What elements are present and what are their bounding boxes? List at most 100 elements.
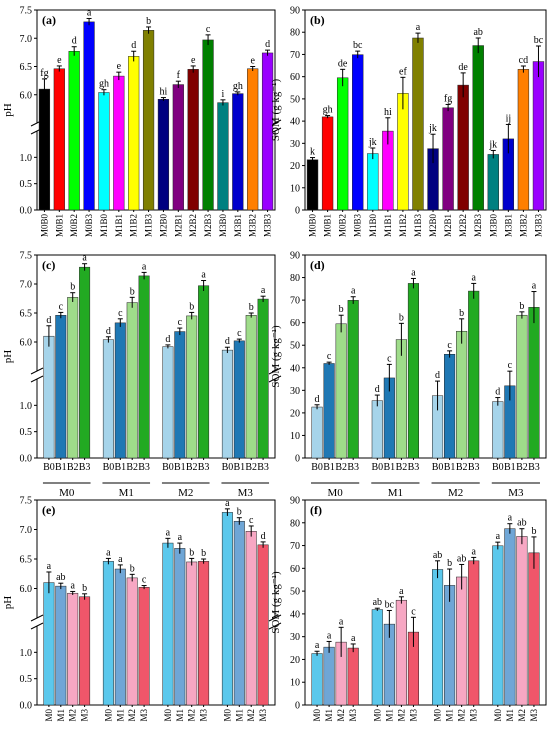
- y-axis-label: SOM (g kg⁻¹): [270, 571, 282, 634]
- significance-letter: a: [261, 285, 266, 296]
- bar: [532, 61, 545, 211]
- y-tick-label: 0.0: [20, 206, 33, 217]
- bar: [114, 568, 126, 706]
- x-tick-label: B2: [67, 462, 79, 473]
- plot-frame: [304, 9, 547, 211]
- x-tick-label: M3: [139, 709, 149, 722]
- y-tick-label: 60: [290, 72, 300, 83]
- x-tick-label: B1: [384, 462, 396, 473]
- significance-letter: a: [82, 253, 87, 264]
- group-label: M1: [119, 487, 134, 499]
- significance-letter: a: [411, 267, 416, 278]
- x-tick-label: B3: [468, 462, 480, 473]
- bar: [492, 401, 504, 459]
- x-tick-label: B1: [174, 462, 186, 473]
- y-tick-label: 50: [290, 94, 300, 105]
- significance-letter: b: [339, 304, 344, 315]
- bar: [126, 302, 138, 459]
- bar: [311, 653, 323, 706]
- x-tick-label: M1: [234, 709, 244, 722]
- x-tick-label: M0B1: [54, 214, 64, 237]
- x-tick-label: M1B2: [398, 214, 408, 237]
- x-tick-label: M1B0: [368, 214, 378, 238]
- panel-label: (f): [310, 503, 322, 517]
- significance-letter: d: [495, 387, 500, 398]
- significance-letter: ab: [373, 597, 382, 608]
- y-tick-label: 0.5: [20, 179, 33, 190]
- y-tick-label: 0.5: [20, 674, 33, 685]
- x-tick-label: M2B3: [473, 214, 483, 238]
- y-tick-label: 10: [290, 183, 300, 194]
- y-tick-label: 0.5: [20, 427, 33, 438]
- bar: [113, 75, 125, 211]
- y-tick-label: 10: [290, 431, 300, 442]
- significance-letter: c: [118, 308, 123, 319]
- significance-letter: gh: [323, 105, 333, 116]
- bar: [352, 54, 364, 211]
- bar: [456, 330, 468, 459]
- x-tick-label: M2B1: [443, 214, 453, 237]
- significance-letter: e: [57, 55, 62, 66]
- significance-letter: b: [70, 282, 75, 293]
- bar: [174, 331, 186, 459]
- y-tick-label: 6.5: [20, 62, 33, 73]
- y-tick-label: 20: [290, 655, 300, 666]
- bar: [516, 314, 528, 459]
- significance-letter: a: [351, 633, 356, 644]
- significance-letter: b: [146, 16, 151, 27]
- bar: [457, 84, 469, 211]
- x-tick-label: M2: [457, 709, 467, 722]
- x-tick-label: M1B2: [129, 214, 139, 237]
- significance-letter: a: [532, 281, 537, 292]
- bar: [233, 340, 245, 459]
- bar: [504, 528, 516, 706]
- significance-letter: c: [508, 360, 513, 371]
- y-tick-label: 7.5: [20, 251, 33, 262]
- x-tick-label: M3: [80, 709, 90, 722]
- bar: [198, 561, 210, 706]
- x-tick-label: B0: [162, 462, 174, 473]
- significance-letter: hi: [160, 87, 168, 98]
- y-tick-label: 0.0: [20, 701, 33, 712]
- bar: [257, 298, 269, 459]
- axis-break-mark: [30, 614, 44, 622]
- x-tick-label: M3: [469, 709, 479, 722]
- chart-panel: 0.00.51.06.06.57.07.5pH(e)B0B1B2B3aM0abM…: [2, 496, 282, 730]
- significance-letter: hi: [384, 107, 392, 118]
- plot-frame: [304, 499, 547, 706]
- x-tick-label: B0: [371, 462, 383, 473]
- x-tick-label: M1B0: [99, 214, 109, 238]
- x-tick-label: B2: [396, 462, 408, 473]
- axis-break-mark: [30, 367, 44, 375]
- significance-letter: d: [72, 36, 77, 47]
- bar: [245, 531, 257, 706]
- significance-letter: d: [106, 326, 111, 337]
- significance-letter: e: [250, 56, 255, 67]
- bar: [528, 552, 540, 706]
- significance-letter: ab: [517, 518, 526, 529]
- significance-letter: b: [459, 308, 464, 319]
- significance-letter: a: [142, 261, 147, 272]
- x-tick-label: B1: [323, 462, 335, 473]
- panel-label: (a): [42, 13, 56, 27]
- x-tick-label: B2: [186, 462, 198, 473]
- bar: [335, 323, 347, 459]
- bar: [395, 339, 407, 459]
- significance-letter: d: [315, 394, 320, 405]
- plot-frame: [36, 9, 276, 211]
- bar: [431, 569, 444, 706]
- chart-panel: 0.0 0.5 1.0 6.0 6.5 7.0 7.5 pH (c) M0 M1 M2 M3 d B0 c B1…: [2, 251, 282, 499]
- bar: [472, 45, 484, 211]
- significance-letter: ab: [56, 572, 65, 583]
- axis-break-mark: [268, 614, 282, 622]
- significance-letter: ef: [399, 66, 407, 77]
- x-tick-label: M0: [493, 709, 503, 722]
- significance-letter: c: [59, 301, 64, 312]
- x-tick-label: B0: [492, 462, 504, 473]
- bar: [516, 536, 528, 706]
- x-tick-label: M2: [396, 709, 406, 722]
- bar: [43, 582, 55, 706]
- bar: [162, 346, 174, 459]
- bar: [126, 577, 138, 706]
